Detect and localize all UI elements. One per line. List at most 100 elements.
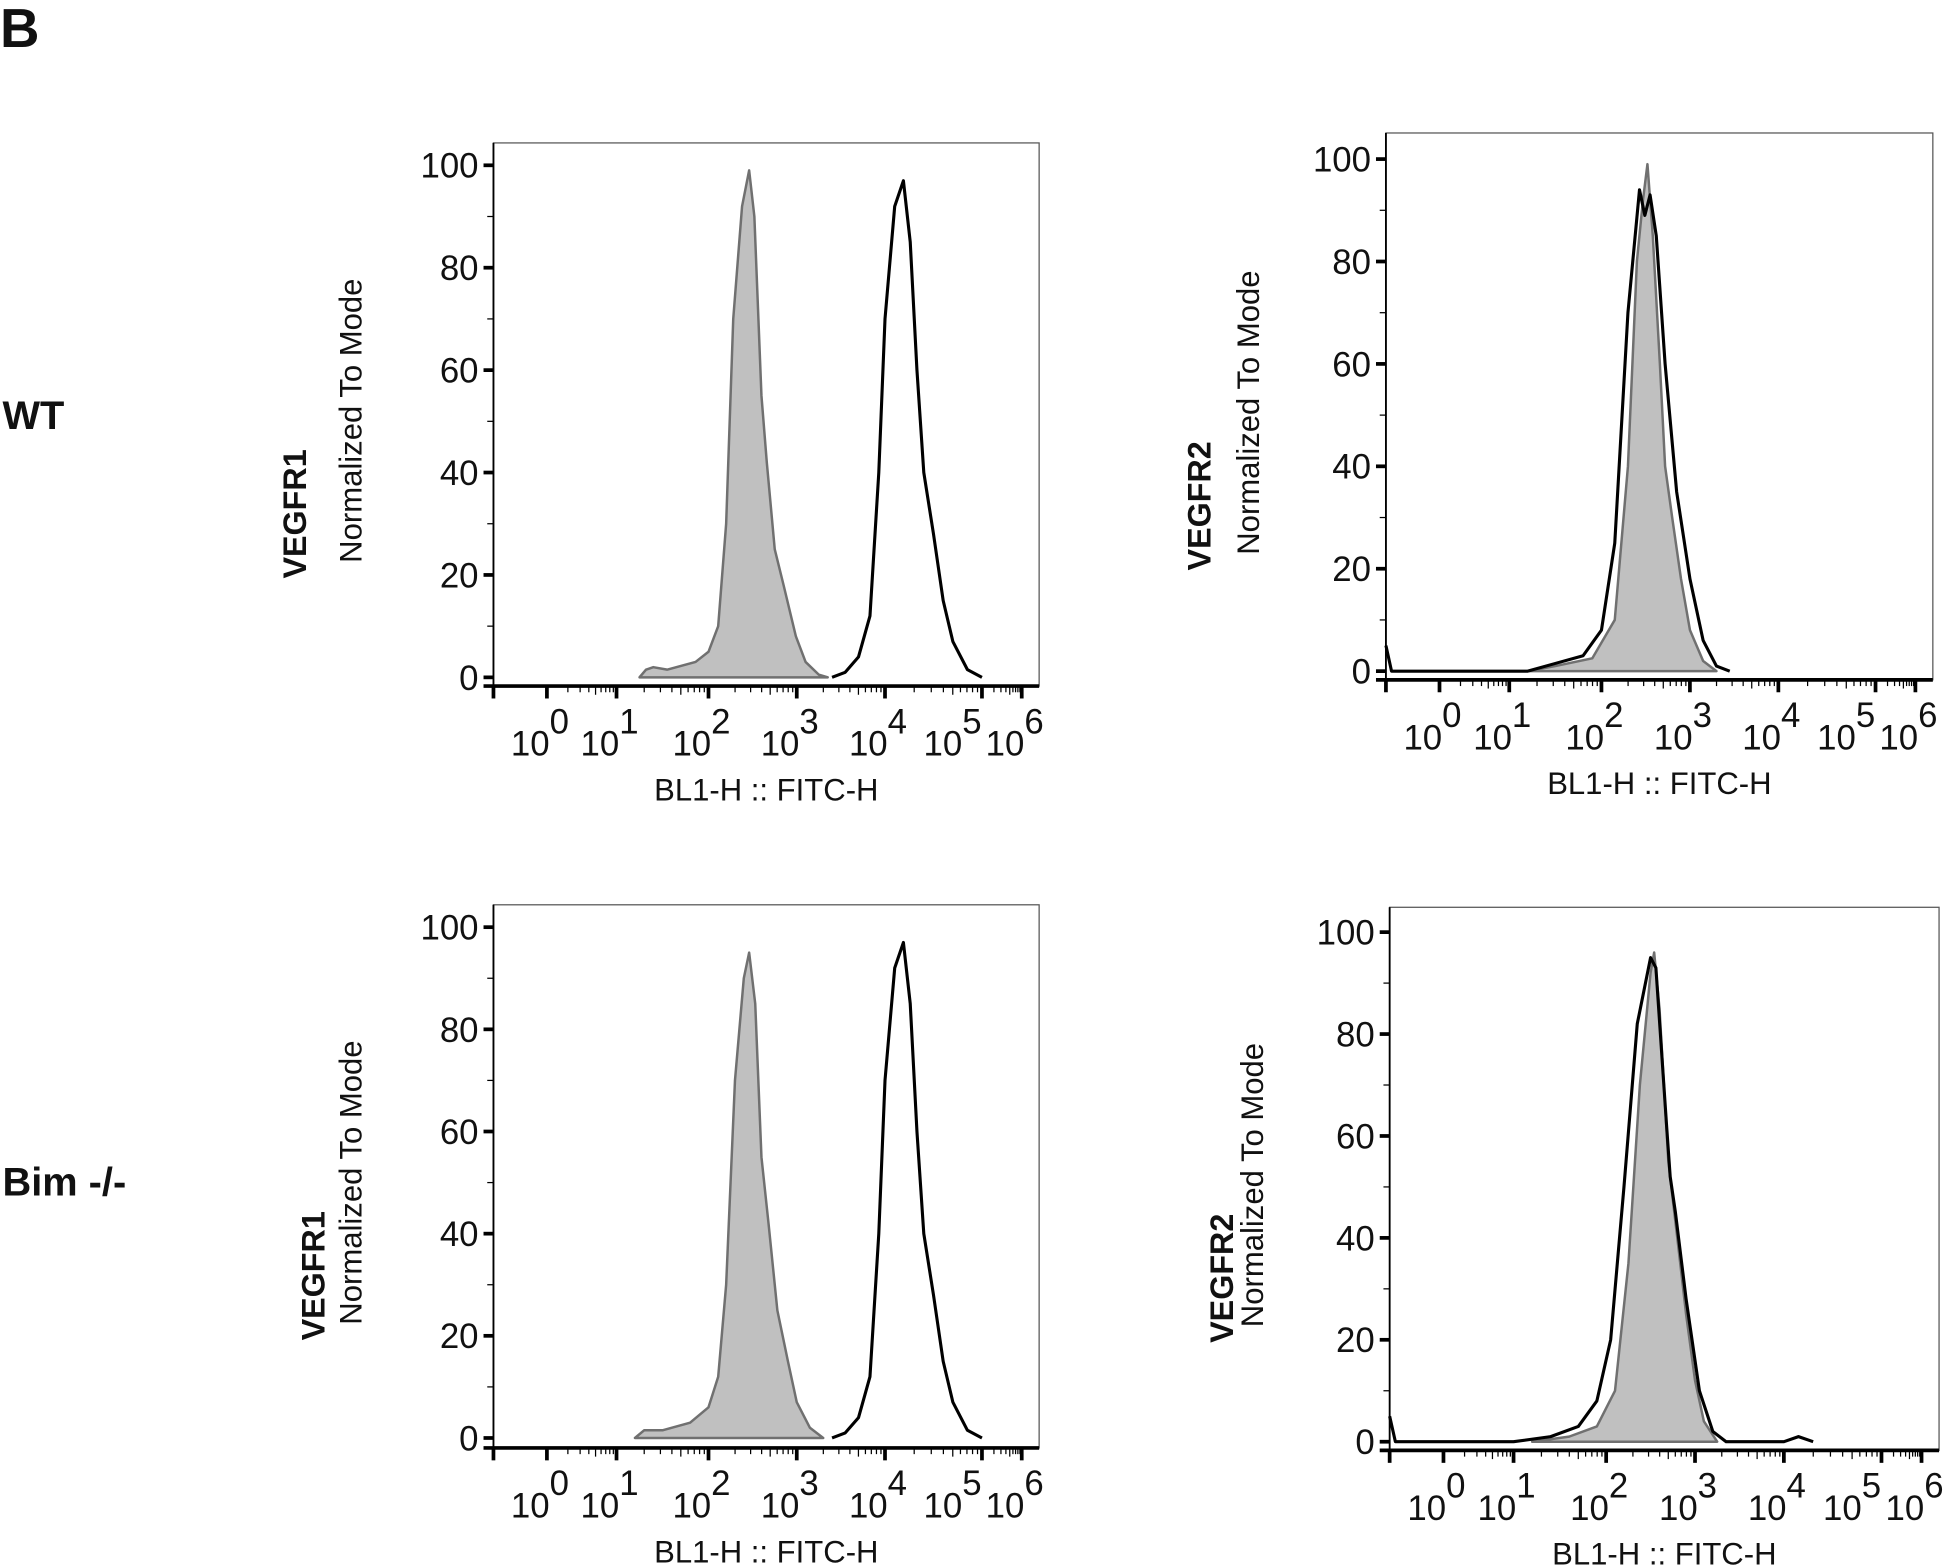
y-tick-label: 0: [1355, 1423, 1374, 1462]
x-tick-label: 100: [511, 702, 569, 763]
x-tick-label: 101: [580, 1464, 638, 1525]
marker-label: VEGFR2: [1182, 441, 1218, 570]
x-tick-label: 102: [1565, 696, 1623, 757]
x-tick-label: 102: [672, 702, 730, 763]
x-tick-label-exponent: 4: [888, 1464, 907, 1503]
sample-histogram-outline: [831, 940, 983, 1440]
x-tick-label: 101: [1478, 1467, 1536, 1528]
x-tick-label: 105: [1823, 1467, 1881, 1528]
x-tick-label: 106: [986, 1464, 1044, 1525]
x-axis-title: BL1-H :: FITC-H: [654, 772, 878, 807]
x-tick-label-exponent: 6: [1024, 1464, 1043, 1503]
x-tick-label-base: 10: [1565, 718, 1604, 757]
x-tick-label-exponent: 0: [1442, 696, 1461, 735]
x-tick-label-base: 10: [1817, 718, 1856, 757]
y-axis-title: Normalized To Mode: [334, 1040, 369, 1324]
x-tick-label-base: 10: [1407, 1489, 1446, 1528]
y-tick-label: 0: [1352, 653, 1371, 692]
x-tick-label-base: 10: [1478, 1489, 1517, 1528]
x-tick-label-base: 10: [1570, 1489, 1609, 1528]
x-tick-label-exponent: 2: [711, 702, 730, 741]
y-tick-label: 20: [1336, 1321, 1375, 1360]
marker-label: VEGFR1: [277, 449, 313, 578]
x-tick-label-exponent: 6: [1924, 1467, 1943, 1506]
x-tick-label-exponent: 2: [1609, 1467, 1628, 1506]
x-tick-label-base: 10: [511, 1487, 550, 1526]
x-tick-label-exponent: 5: [1856, 696, 1875, 735]
x-tick-label: 101: [580, 702, 638, 763]
x-tick-label-exponent: 3: [799, 1464, 818, 1503]
x-tick-label-base: 10: [511, 725, 550, 764]
x-tick-label-exponent: 6: [1918, 696, 1937, 735]
control-histogram-filled: [633, 951, 825, 1440]
y-tick-label: 80: [440, 1011, 479, 1050]
x-tick-label-base: 10: [924, 1487, 963, 1526]
x-tick-label-exponent: 4: [1787, 1467, 1806, 1506]
x-tick-label: 102: [672, 1464, 730, 1525]
x-tick-label-exponent: 3: [799, 702, 818, 741]
control-histogram-filled: [638, 169, 829, 679]
y-tick-label: 40: [440, 1215, 479, 1254]
x-tick-label-base: 10: [672, 725, 711, 764]
x-tick-label-base: 10: [580, 725, 619, 764]
y-tick-label: 40: [1332, 448, 1371, 487]
x-axis-title: BL1-H :: FITC-H: [654, 1534, 878, 1566]
x-tick-label-base: 10: [849, 725, 888, 764]
x-tick-label-exponent: 4: [888, 702, 907, 741]
x-tick-label-exponent: 5: [962, 1464, 981, 1503]
x-tick-label-exponent: 2: [1604, 696, 1623, 735]
x-tick-label-base: 10: [1473, 718, 1512, 757]
x-tick-label: 103: [761, 702, 819, 763]
marker-label: VEGFR2: [1204, 1214, 1240, 1343]
x-tick-label: 100: [1407, 1467, 1465, 1528]
x-tick-label-base: 10: [761, 725, 800, 764]
x-tick-label-base: 10: [849, 1487, 888, 1526]
y-tick-label: 80: [1332, 243, 1371, 282]
y-tick-label: 40: [440, 454, 479, 493]
x-tick-label: 104: [1748, 1467, 1806, 1528]
x-tick-label-base: 10: [672, 1487, 711, 1526]
x-tick-label-exponent: 4: [1781, 696, 1800, 735]
x-tick-label-base: 10: [1879, 718, 1918, 757]
y-tick-label: 80: [440, 249, 479, 288]
y-tick-label: 60: [1332, 345, 1371, 384]
control-histogram-filled: [1526, 162, 1718, 673]
x-tick-label-base: 10: [761, 1487, 800, 1526]
x-tick-label: 105: [924, 702, 982, 763]
figure-label: B: [0, 0, 39, 59]
y-tick-label: 100: [420, 147, 478, 186]
x-tick-label-exponent: 0: [550, 1464, 569, 1503]
x-tick-label-exponent: 6: [1024, 702, 1043, 741]
x-tick-label-base: 10: [1742, 718, 1781, 757]
y-tick-label: 20: [1332, 550, 1371, 589]
x-tick-label: 104: [1742, 696, 1800, 757]
x-tick-label-exponent: 3: [1698, 1467, 1717, 1506]
x-tick-label-exponent: 1: [1516, 1467, 1535, 1506]
x-tick-label-exponent: 1: [619, 1464, 638, 1503]
y-tick-label: 60: [1336, 1117, 1375, 1156]
x-tick-label: 100: [511, 1464, 569, 1525]
x-tick-label-exponent: 0: [550, 702, 569, 741]
y-axis-title: Normalized To Mode: [1235, 1043, 1270, 1327]
x-tick-label: 103: [1659, 1467, 1717, 1528]
x-axis-title: BL1-H :: FITC-H: [1552, 1537, 1776, 1566]
row-label-wt: WT: [2, 394, 64, 438]
x-tick-label-base: 10: [924, 725, 963, 764]
y-tick-label: 100: [1317, 914, 1375, 953]
x-tick-label: 103: [1654, 696, 1712, 757]
y-axis-title: Normalized To Mode: [1231, 270, 1266, 554]
x-tick-label-exponent: 1: [1512, 696, 1531, 735]
sample-histogram-outline: [1388, 956, 1814, 1444]
x-tick-label: 106: [986, 702, 1044, 763]
x-tick-label-exponent: 5: [962, 702, 981, 741]
x-tick-label-exponent: 0: [1446, 1467, 1465, 1506]
x-tick-label-base: 10: [1748, 1489, 1787, 1528]
x-tick-label-exponent: 3: [1693, 696, 1712, 735]
y-tick-label: 60: [440, 1113, 479, 1152]
x-tick-label: 103: [761, 1464, 819, 1525]
